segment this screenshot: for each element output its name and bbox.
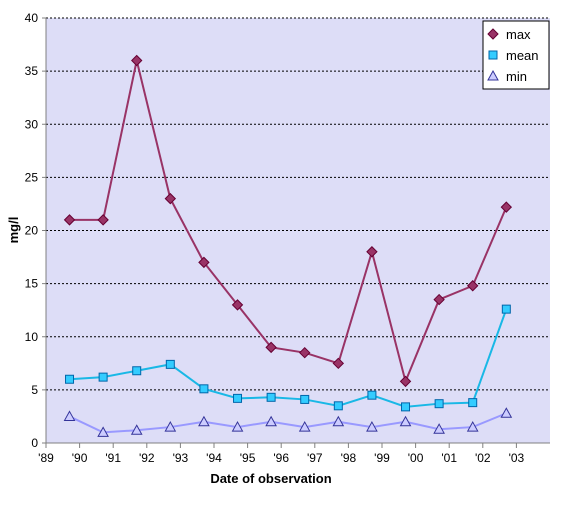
data-point-max (500, 201, 513, 213)
series-layer (63, 54, 513, 437)
grid-lines (46, 17, 550, 391)
data-point-mean (266, 392, 276, 402)
data-point-mean (401, 402, 411, 412)
data-point-max (265, 341, 277, 354)
data-point-mean (98, 372, 108, 382)
x-tick-label: '01 (441, 451, 457, 465)
data-point-max (198, 256, 210, 269)
series-mean (65, 304, 511, 412)
data-point-max (164, 192, 177, 205)
y-tick-label: 30 (25, 117, 39, 131)
x-tick-label: '91 (105, 451, 121, 465)
legend-marker-mean (488, 50, 498, 60)
x-tick-label: '90 (72, 451, 88, 465)
y-tick-label: 20 (25, 224, 39, 238)
legend-label-max: max (506, 27, 531, 42)
x-tick-label: '89 (38, 451, 54, 465)
data-point-min (466, 421, 479, 432)
series-max (63, 54, 513, 388)
y-tick-label: 25 (25, 170, 39, 184)
data-point-mean (300, 394, 310, 404)
data-point-min (433, 423, 445, 434)
y-tick-label: 5 (31, 383, 38, 397)
tick-labels: 0 5 10 15 20 25 30 35 40 '89 '90 '91 '92 '93 '94 '95 '96… (25, 11, 525, 465)
data-point-min (63, 410, 76, 421)
data-point-min (265, 415, 277, 427)
series-line-max (69, 60, 508, 385)
data-point-max (63, 214, 76, 226)
legend: max mean min (482, 20, 550, 90)
data-point-max (97, 214, 109, 226)
x-tick-label: '92 (139, 451, 155, 465)
legend-marker-min (487, 69, 499, 81)
x-tick-label: '97 (307, 451, 323, 465)
x-axis-title: Date of observation (210, 471, 331, 486)
data-point-mean (233, 393, 243, 403)
data-point-max (467, 280, 479, 292)
data-point-min (298, 421, 311, 432)
data-point-min (231, 421, 244, 432)
x-tick-label: '93 (173, 451, 189, 465)
series-min (63, 407, 513, 437)
legend-label-mean: mean (506, 48, 539, 63)
data-point-max (399, 375, 412, 388)
data-point-mean (165, 359, 175, 369)
x-tick-label: '00 (408, 451, 424, 465)
data-point-max (299, 346, 311, 359)
x-tick-label: '98 (341, 451, 357, 465)
legend-label-min: min (506, 69, 527, 84)
data-point-min (97, 426, 109, 437)
data-point-min (366, 421, 378, 432)
data-point-mean (132, 366, 142, 376)
series-line-min (69, 412, 507, 434)
series-line-mean (69, 308, 508, 408)
data-point-mean (501, 304, 511, 314)
data-point-max (231, 299, 244, 311)
data-point-min (399, 415, 412, 427)
legend-marker-max (487, 28, 499, 40)
data-point-max (433, 293, 445, 306)
x-tick-label: '99 (374, 451, 390, 465)
data-point-min (164, 421, 177, 432)
data-point-mean (468, 398, 478, 408)
y-tick-label: 10 (25, 330, 39, 344)
data-point-mean (333, 401, 343, 411)
y-tick-label: 0 (31, 436, 38, 450)
data-point-mean (434, 399, 444, 409)
x-tick-label: '03 (509, 451, 525, 465)
data-point-min (500, 407, 513, 418)
x-tick-label: '95 (240, 451, 256, 465)
y-tick-label: 35 (25, 64, 39, 78)
data-point-max (366, 246, 378, 258)
y-axis-title: mg/l (6, 217, 21, 244)
x-tick-label: '02 (475, 451, 491, 465)
data-point-max (131, 54, 143, 67)
data-point-mean (65, 374, 75, 384)
data-point-mean (199, 384, 209, 394)
data-point-min (130, 424, 143, 435)
y-tick-label: 15 (25, 277, 39, 291)
axes (42, 17, 550, 448)
data-point-mean (367, 390, 377, 400)
data-point-min (198, 415, 210, 427)
x-tick-label: '94 (206, 451, 222, 465)
y-tick-label: 40 (25, 11, 39, 25)
data-point-max (332, 357, 345, 370)
data-point-min (332, 415, 345, 427)
x-tick-label: '96 (273, 451, 289, 465)
